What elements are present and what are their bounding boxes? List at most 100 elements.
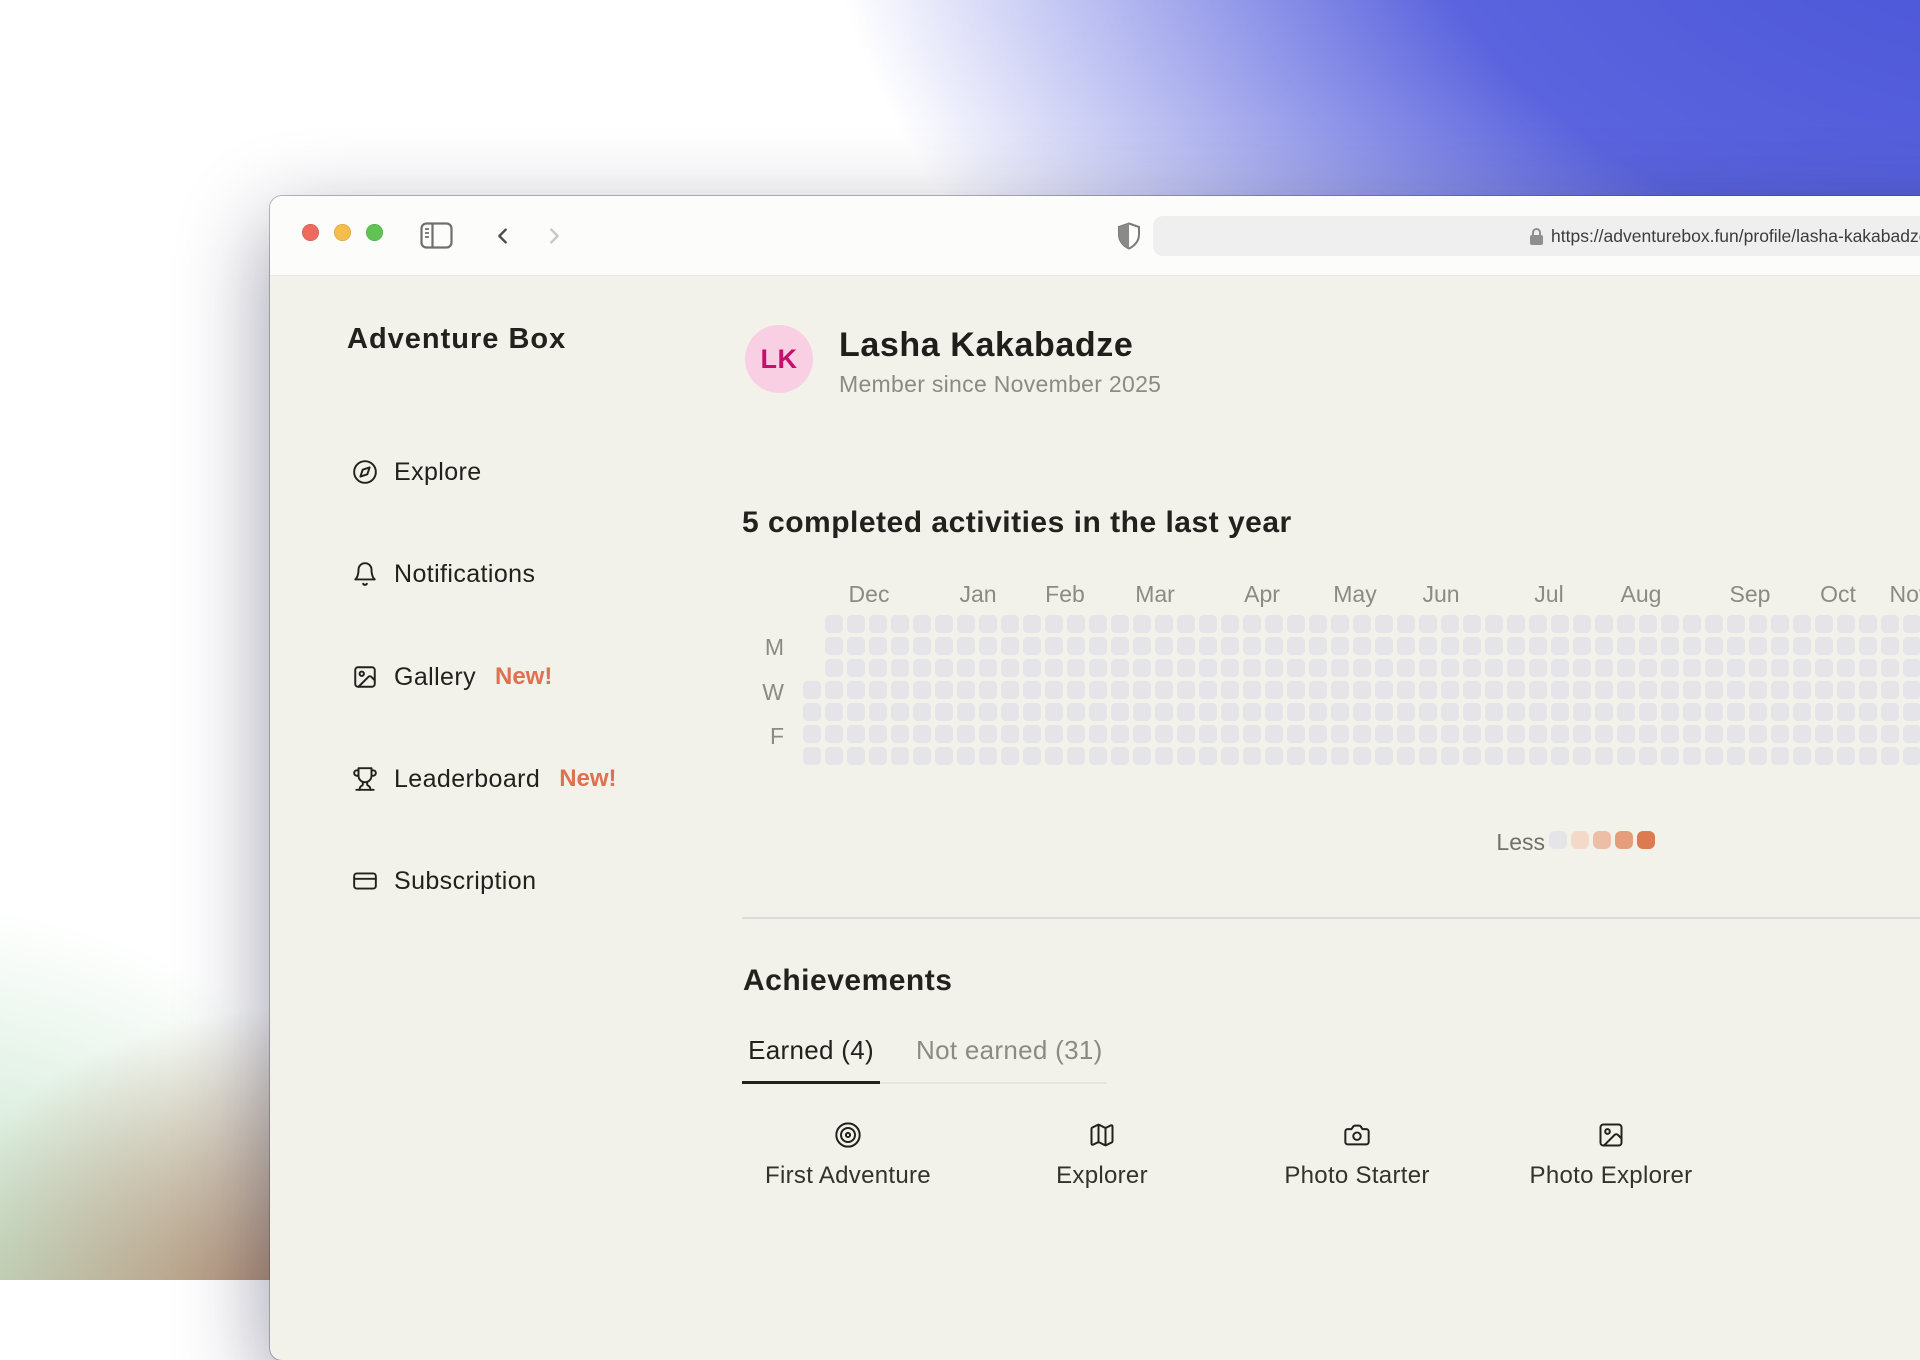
heatmap-cell[interactable] bbox=[1353, 637, 1371, 655]
heatmap-cell[interactable] bbox=[825, 725, 843, 743]
heatmap-cell[interactable] bbox=[1067, 637, 1085, 655]
heatmap-cell[interactable] bbox=[1837, 725, 1855, 743]
heatmap-cell[interactable] bbox=[979, 703, 997, 721]
heatmap-cell[interactable] bbox=[1683, 725, 1701, 743]
heatmap-cell[interactable] bbox=[1903, 725, 1920, 743]
heatmap-cell[interactable] bbox=[1397, 747, 1415, 765]
heatmap-cell[interactable] bbox=[1309, 703, 1327, 721]
heatmap-cell[interactable] bbox=[957, 747, 975, 765]
heatmap-cell[interactable] bbox=[1815, 615, 1833, 633]
heatmap-cell[interactable] bbox=[1045, 659, 1063, 677]
heatmap-cell[interactable] bbox=[1793, 615, 1811, 633]
heatmap-cell[interactable] bbox=[1551, 703, 1569, 721]
heatmap-cell[interactable] bbox=[1177, 637, 1195, 655]
heatmap-cell[interactable] bbox=[1375, 703, 1393, 721]
back-button[interactable] bbox=[492, 224, 514, 251]
heatmap-cell[interactable] bbox=[1155, 703, 1173, 721]
heatmap-cell[interactable] bbox=[935, 615, 953, 633]
heatmap-cell[interactable] bbox=[1463, 659, 1481, 677]
heatmap-cell[interactable] bbox=[1683, 615, 1701, 633]
heatmap-cell[interactable] bbox=[1507, 637, 1525, 655]
heatmap-cell[interactable] bbox=[913, 615, 931, 633]
heatmap-cell[interactable] bbox=[1133, 747, 1151, 765]
heatmap-cell[interactable] bbox=[935, 659, 953, 677]
heatmap-cell[interactable] bbox=[913, 747, 931, 765]
heatmap-cell[interactable] bbox=[1067, 747, 1085, 765]
heatmap-cell[interactable] bbox=[1353, 725, 1371, 743]
heatmap-cell[interactable] bbox=[1089, 615, 1107, 633]
heatmap-cell[interactable] bbox=[1111, 725, 1129, 743]
heatmap-cell[interactable] bbox=[1507, 725, 1525, 743]
heatmap-cell[interactable] bbox=[1639, 659, 1657, 677]
heatmap-cell[interactable] bbox=[1397, 725, 1415, 743]
heatmap-cell[interactable] bbox=[1199, 747, 1217, 765]
heatmap-cell[interactable] bbox=[935, 681, 953, 699]
heatmap-cell[interactable] bbox=[1485, 681, 1503, 699]
heatmap-cell[interactable] bbox=[1265, 725, 1283, 743]
heatmap-cell[interactable] bbox=[1859, 747, 1877, 765]
heatmap-cell[interactable] bbox=[1463, 725, 1481, 743]
heatmap-cell[interactable] bbox=[1375, 725, 1393, 743]
heatmap-cell[interactable] bbox=[1859, 637, 1877, 655]
heatmap-cell[interactable] bbox=[957, 659, 975, 677]
heatmap-cell[interactable] bbox=[1573, 703, 1591, 721]
heatmap-cell[interactable] bbox=[891, 659, 909, 677]
heatmap-cell[interactable] bbox=[1749, 725, 1767, 743]
heatmap-cell[interactable] bbox=[1419, 637, 1437, 655]
heatmap-cell[interactable] bbox=[1815, 703, 1833, 721]
heatmap-cell[interactable] bbox=[1837, 615, 1855, 633]
heatmap-cell[interactable] bbox=[1287, 637, 1305, 655]
heatmap-cell[interactable] bbox=[1573, 615, 1591, 633]
heatmap-cell[interactable] bbox=[1199, 703, 1217, 721]
heatmap-cell[interactable] bbox=[1287, 747, 1305, 765]
heatmap-cell[interactable] bbox=[1419, 725, 1437, 743]
heatmap-cell[interactable] bbox=[1023, 703, 1041, 721]
heatmap-cell[interactable] bbox=[1485, 659, 1503, 677]
heatmap-cell[interactable] bbox=[1617, 615, 1635, 633]
heatmap-cell[interactable] bbox=[1683, 747, 1701, 765]
heatmap-cell[interactable] bbox=[1353, 681, 1371, 699]
heatmap-cell[interactable] bbox=[1265, 747, 1283, 765]
heatmap-cell[interactable] bbox=[1661, 659, 1679, 677]
heatmap-cell[interactable] bbox=[1793, 681, 1811, 699]
heatmap-cell[interactable] bbox=[1903, 659, 1920, 677]
heatmap-cell[interactable] bbox=[1859, 659, 1877, 677]
heatmap-cell[interactable] bbox=[1749, 659, 1767, 677]
heatmap-cell[interactable] bbox=[1287, 681, 1305, 699]
heatmap-cell[interactable] bbox=[1111, 681, 1129, 699]
heatmap-cell[interactable] bbox=[1375, 747, 1393, 765]
heatmap-cell[interactable] bbox=[1727, 747, 1745, 765]
heatmap-cell[interactable] bbox=[1727, 615, 1745, 633]
sidebar-item-explore[interactable]: Explore bbox=[352, 456, 482, 488]
heatmap-cell[interactable] bbox=[1749, 637, 1767, 655]
heatmap-cell[interactable] bbox=[847, 637, 865, 655]
heatmap-cell[interactable] bbox=[1617, 747, 1635, 765]
heatmap-cell[interactable] bbox=[1001, 681, 1019, 699]
heatmap-cell[interactable] bbox=[1221, 747, 1239, 765]
heatmap-cell[interactable] bbox=[1815, 747, 1833, 765]
heatmap-cell[interactable] bbox=[1771, 681, 1789, 699]
heatmap-cell[interactable] bbox=[1287, 725, 1305, 743]
heatmap-cell[interactable] bbox=[1529, 725, 1547, 743]
heatmap-cell[interactable] bbox=[1177, 703, 1195, 721]
heatmap-cell[interactable] bbox=[1617, 637, 1635, 655]
heatmap-cell[interactable] bbox=[913, 659, 931, 677]
heatmap-cell[interactable] bbox=[1001, 703, 1019, 721]
zoom-button[interactable] bbox=[366, 224, 383, 241]
heatmap-cell[interactable] bbox=[1353, 659, 1371, 677]
heatmap-cell[interactable] bbox=[1023, 681, 1041, 699]
heatmap-cell[interactable] bbox=[1353, 703, 1371, 721]
sidebar-item-notifications[interactable]: Notifications bbox=[352, 558, 535, 590]
heatmap-cell[interactable] bbox=[1243, 681, 1261, 699]
heatmap-cell[interactable] bbox=[803, 747, 821, 765]
heatmap-cell[interactable] bbox=[1793, 637, 1811, 655]
heatmap-cell[interactable] bbox=[1595, 703, 1613, 721]
heatmap-cell[interactable] bbox=[1243, 659, 1261, 677]
heatmap-cell[interactable] bbox=[935, 725, 953, 743]
heatmap-cell[interactable] bbox=[1705, 615, 1723, 633]
heatmap-cell[interactable] bbox=[979, 637, 997, 655]
heatmap-cell[interactable] bbox=[1419, 681, 1437, 699]
heatmap-cell[interactable] bbox=[1573, 747, 1591, 765]
heatmap-cell[interactable] bbox=[913, 703, 931, 721]
forward-button[interactable] bbox=[543, 224, 565, 251]
